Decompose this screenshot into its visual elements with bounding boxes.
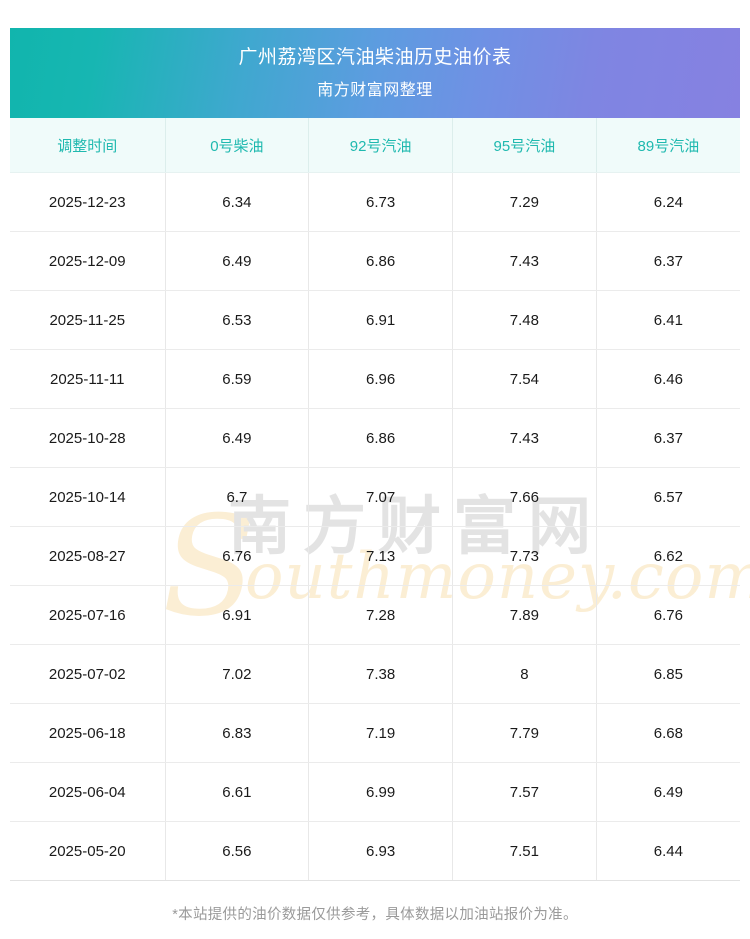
cell-gas95: 7.54 <box>452 349 597 409</box>
column-header-gas95: 95号汽油 <box>452 118 597 173</box>
cell-gas92: 6.86 <box>308 231 453 291</box>
page-subtitle: 南方财富网整理 <box>317 81 433 99</box>
table-row: 2025-10-28 6.49 6.86 7.43 6.37 <box>10 408 740 468</box>
cell-gas95: 7.73 <box>452 526 597 586</box>
cell-gas92: 6.86 <box>308 408 453 468</box>
cell-date: 2025-05-20 <box>10 821 166 881</box>
cell-diesel0: 6.49 <box>165 231 310 291</box>
table-head: 调整时间 0号柴油 92号汽油 95号汽油 89号汽油 <box>10 118 740 173</box>
cell-gas92: 6.91 <box>308 290 453 350</box>
table-row: 2025-08-27 6.76 7.13 7.73 6.62 <box>10 526 740 586</box>
table-row: 2025-12-09 6.49 6.86 7.43 6.37 <box>10 231 740 291</box>
cell-diesel0: 6.91 <box>165 585 310 645</box>
cell-date: 2025-07-16 <box>10 585 166 645</box>
cell-diesel0: 6.59 <box>165 349 310 409</box>
cell-diesel0: 6.76 <box>165 526 310 586</box>
cell-gas95: 7.51 <box>452 821 597 881</box>
cell-date: 2025-12-09 <box>10 231 166 291</box>
cell-gas95: 7.79 <box>452 703 597 763</box>
cell-diesel0: 6.56 <box>165 821 310 881</box>
cell-date: 2025-06-04 <box>10 762 166 822</box>
cell-gas89: 6.46 <box>596 349 740 409</box>
cell-gas92: 6.99 <box>308 762 453 822</box>
table-row: 2025-05-20 6.56 6.93 7.51 6.44 <box>10 821 740 881</box>
cell-date: 2025-08-27 <box>10 526 166 586</box>
cell-gas92: 7.13 <box>308 526 453 586</box>
cell-date: 2025-06-18 <box>10 703 166 763</box>
page-banner: 广州荔湾区汽油柴油历史油价表 南方财富网整理 <box>10 28 740 118</box>
cell-diesel0: 6.49 <box>165 408 310 468</box>
cell-diesel0: 6.34 <box>165 172 310 232</box>
cell-gas89: 6.37 <box>596 231 740 291</box>
cell-gas95: 7.29 <box>452 172 597 232</box>
cell-diesel0: 7.02 <box>165 644 310 704</box>
price-table-page: 广州荔湾区汽油柴油历史油价表 南方财富网整理 S 南方财富网 outhmoney… <box>0 28 750 939</box>
cell-gas95: 7.89 <box>452 585 597 645</box>
cell-diesel0: 6.53 <box>165 290 310 350</box>
cell-gas92: 6.73 <box>308 172 453 232</box>
cell-gas89: 6.37 <box>596 408 740 468</box>
cell-gas89: 6.62 <box>596 526 740 586</box>
table-row: 2025-10-14 6.7 7.07 7.66 6.57 <box>10 467 740 527</box>
cell-gas89: 6.85 <box>596 644 740 704</box>
table-row: 2025-06-04 6.61 6.99 7.57 6.49 <box>10 762 740 822</box>
cell-gas89: 6.24 <box>596 172 740 232</box>
cell-date: 2025-12-23 <box>10 172 166 232</box>
table-container: S 南方财富网 outhmoney.com 调整时间 0号柴油 92号汽油 95… <box>10 118 750 881</box>
cell-gas89: 6.41 <box>596 290 740 350</box>
cell-date: 2025-11-25 <box>10 290 166 350</box>
cell-gas92: 7.28 <box>308 585 453 645</box>
table-body: 2025-12-23 6.34 6.73 7.29 6.24 2025-12-0… <box>10 172 740 881</box>
cell-gas95: 7.48 <box>452 290 597 350</box>
cell-diesel0: 6.83 <box>165 703 310 763</box>
table-row: 2025-12-23 6.34 6.73 7.29 6.24 <box>10 172 740 232</box>
column-header-gas92: 92号汽油 <box>308 118 453 173</box>
column-header-diesel0: 0号柴油 <box>165 118 310 173</box>
cell-gas92: 7.07 <box>308 467 453 527</box>
cell-gas92: 6.96 <box>308 349 453 409</box>
fuel-price-table: 调整时间 0号柴油 92号汽油 95号汽油 89号汽油 2025-12-23 6… <box>10 118 740 881</box>
cell-gas89: 6.76 <box>596 585 740 645</box>
table-header-row: 调整时间 0号柴油 92号汽油 95号汽油 89号汽油 <box>10 118 740 173</box>
cell-gas89: 6.49 <box>596 762 740 822</box>
column-header-gas89: 89号汽油 <box>596 118 740 173</box>
table-row: 2025-07-02 7.02 7.38 8 6.85 <box>10 644 740 704</box>
cell-gas95: 7.43 <box>452 231 597 291</box>
cell-gas89: 6.44 <box>596 821 740 881</box>
table-row: 2025-11-11 6.59 6.96 7.54 6.46 <box>10 349 740 409</box>
cell-gas95: 7.43 <box>452 408 597 468</box>
cell-date: 2025-10-28 <box>10 408 166 468</box>
table-row: 2025-07-16 6.91 7.28 7.89 6.76 <box>10 585 740 645</box>
table-row: 2025-06-18 6.83 7.19 7.79 6.68 <box>10 703 740 763</box>
cell-gas95: 7.57 <box>452 762 597 822</box>
cell-gas89: 6.68 <box>596 703 740 763</box>
cell-gas92: 6.93 <box>308 821 453 881</box>
disclaimer-note: *本站提供的油价数据仅供参考，具体数据以加油站报价为准。 <box>172 907 578 923</box>
cell-date: 2025-11-11 <box>10 349 166 409</box>
cell-gas89: 6.57 <box>596 467 740 527</box>
column-header-date: 调整时间 <box>10 118 166 173</box>
cell-date: 2025-07-02 <box>10 644 166 704</box>
table-row: 2025-11-25 6.53 6.91 7.48 6.41 <box>10 290 740 350</box>
cell-date: 2025-10-14 <box>10 467 166 527</box>
cell-diesel0: 6.7 <box>165 467 310 527</box>
cell-gas92: 7.19 <box>308 703 453 763</box>
cell-diesel0: 6.61 <box>165 762 310 822</box>
cell-gas95: 7.66 <box>452 467 597 527</box>
page-title: 广州荔湾区汽油柴油历史油价表 <box>238 46 512 68</box>
cell-gas95: 8 <box>452 644 597 704</box>
cell-gas92: 7.38 <box>308 644 453 704</box>
